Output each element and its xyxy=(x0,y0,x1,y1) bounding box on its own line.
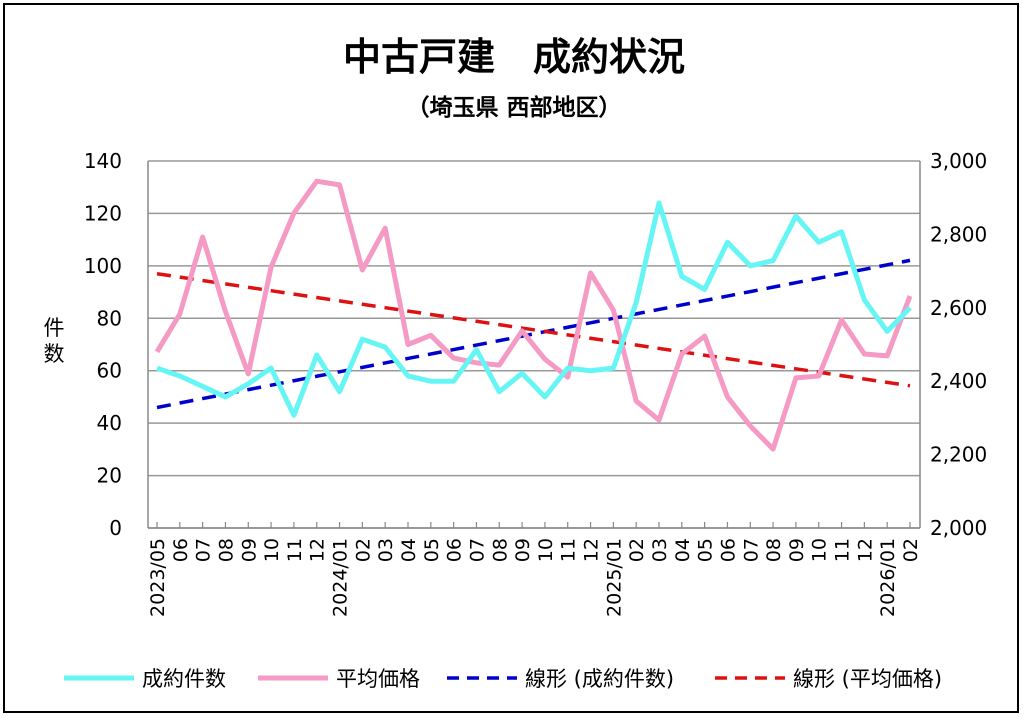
x-tick-label: 09 xyxy=(512,538,534,562)
y-right-tick-label: 2,200 xyxy=(930,443,987,467)
y-right-tick-label: 2,800 xyxy=(930,222,987,246)
x-tick-label: 11 xyxy=(832,538,854,562)
y-tick-label: 20 xyxy=(97,464,122,488)
y-axis-label-char: 数 xyxy=(44,342,65,366)
chart-subtitle: （埼玉県 西部地区） xyxy=(406,94,621,121)
y-tick-label: 60 xyxy=(97,359,122,383)
x-tick-label: 06 xyxy=(170,538,192,562)
chart-frame: 中古戸建 成約状況 （埼玉県 西部地区） 0 20 40 60 80 100 120 140 2… xyxy=(3,3,1019,713)
series-line-0 xyxy=(156,200,912,418)
x-tick-label: 03 xyxy=(375,538,397,562)
x-tick-label: 06 xyxy=(444,538,466,562)
x-tick-label: 02 xyxy=(352,538,374,562)
x-tick-label: 07 xyxy=(193,538,215,562)
legend-label: 線形 (成約件数) xyxy=(525,667,674,691)
x-tick-label: 09 xyxy=(786,538,808,562)
y-right-tick-label: 2,000 xyxy=(930,516,987,540)
y-tick-label: 80 xyxy=(97,306,122,330)
x-tick-label: 12 xyxy=(581,538,603,562)
x-tick-label: 04 xyxy=(672,538,694,562)
series-line-3 xyxy=(156,271,911,388)
x-tick-label: 12 xyxy=(307,538,329,562)
x-tick-label: 02 xyxy=(626,538,648,562)
x-tick-label: 2026/01 xyxy=(877,538,899,617)
x-tick-label: 10 xyxy=(261,538,283,562)
legend-label: 線形 (平均価格) xyxy=(793,667,942,691)
x-tick-label: 08 xyxy=(763,538,785,562)
y-tick-label: 100 xyxy=(84,254,122,278)
y-right-tick-label: 2,600 xyxy=(930,296,987,320)
series-line-2 xyxy=(156,258,911,410)
y-tick-label: 120 xyxy=(84,201,122,225)
y-right-tick-label: 2,400 xyxy=(930,369,987,393)
x-tick-label: 2024/01 xyxy=(330,538,352,617)
x-tick-label: 07 xyxy=(466,538,488,562)
x-tick-label: 2025/01 xyxy=(603,538,625,617)
legend-label: 成約件数 xyxy=(142,667,226,691)
y-right-tick-label: 3,000 xyxy=(930,149,987,173)
x-tick-label: 08 xyxy=(489,538,511,562)
x-tick-label: 07 xyxy=(740,538,762,562)
y-tick-label: 0 xyxy=(109,516,122,540)
x-tick-label: 09 xyxy=(238,538,260,562)
x-tick-label: 06 xyxy=(717,538,739,562)
series-line-1 xyxy=(154,178,913,452)
x-tick-label: 08 xyxy=(215,538,237,562)
x-tick-label: 11 xyxy=(284,538,306,562)
y-tick-label: 140 xyxy=(84,149,122,173)
x-tick-label: 04 xyxy=(398,538,420,562)
x-tick-label: 11 xyxy=(558,538,580,562)
line-chart: 中古戸建 成約状況 （埼玉県 西部地区） 0204060801001201402… xyxy=(44,35,988,691)
x-tick-label: 05 xyxy=(695,538,717,562)
y-axis-label-char: 件 xyxy=(44,316,65,340)
x-tick-label: 12 xyxy=(854,538,876,562)
x-tick-label: 2023/05 xyxy=(147,538,169,617)
x-tick-label: 05 xyxy=(421,538,443,562)
x-tick-label: 02 xyxy=(900,538,922,562)
legend-label: 平均価格 xyxy=(336,667,420,691)
y-tick-label: 40 xyxy=(97,411,122,435)
x-tick-label: 10 xyxy=(809,538,831,562)
x-tick-label: 10 xyxy=(535,538,557,562)
x-tick-label: 03 xyxy=(649,538,671,562)
chart-title: 中古戸建 成約状況 xyxy=(343,35,685,79)
